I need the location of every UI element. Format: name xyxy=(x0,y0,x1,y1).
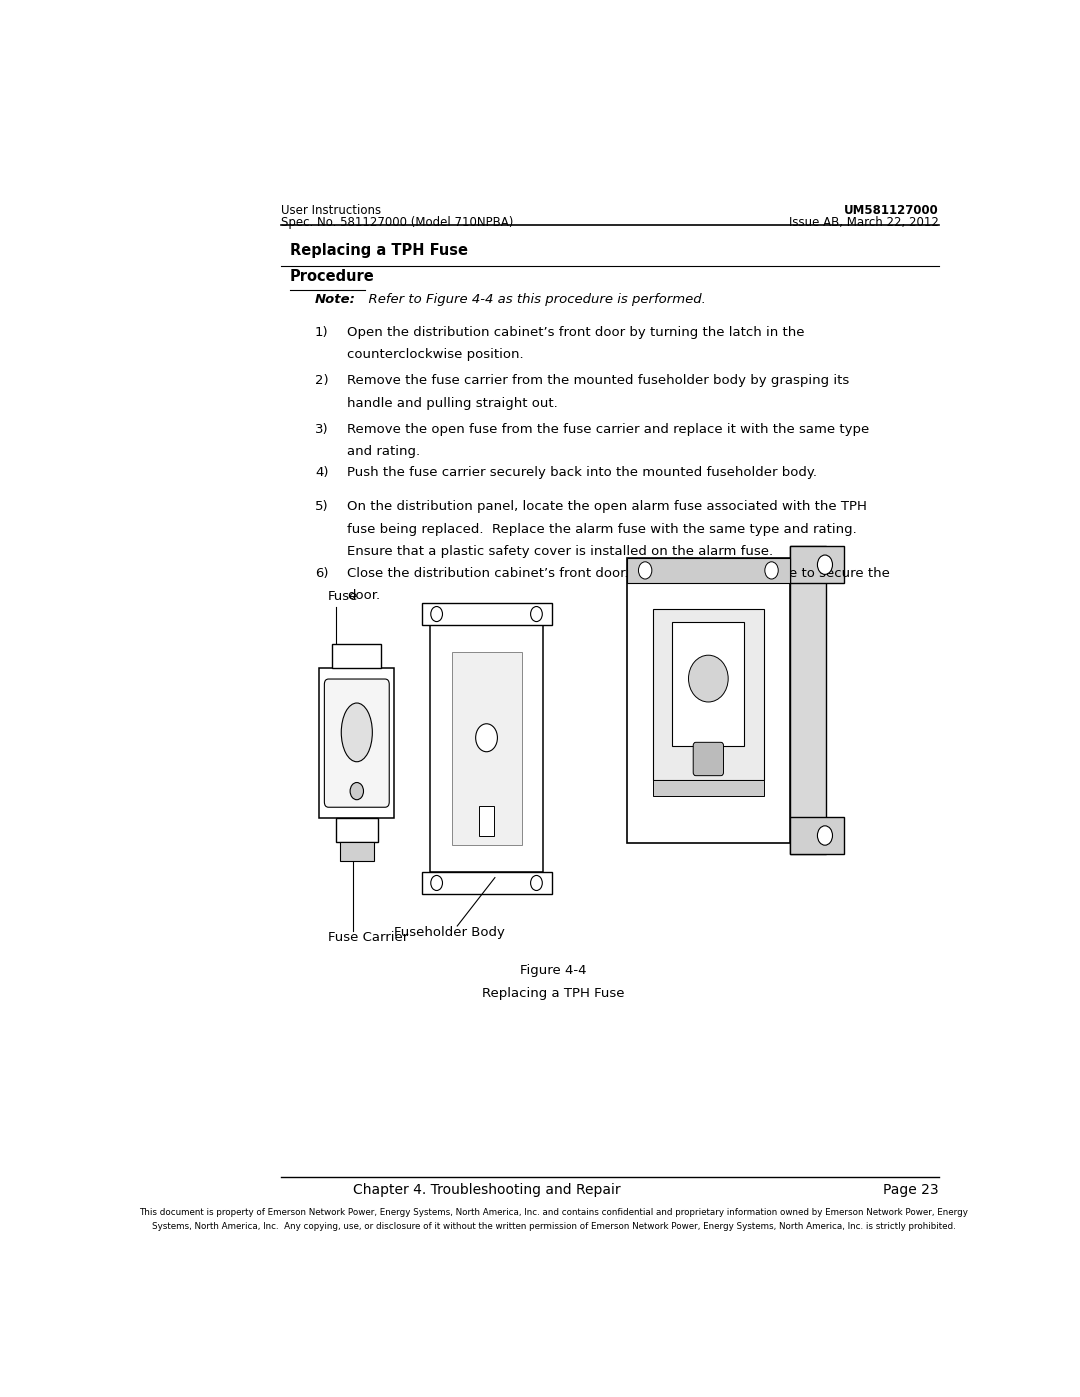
Bar xyxy=(672,623,744,746)
Text: Replacing a TPH Fuse: Replacing a TPH Fuse xyxy=(483,988,624,1000)
Text: Remove the open fuse from the fuse carrier and replace it with the same type: Remove the open fuse from the fuse carri… xyxy=(347,422,869,436)
Bar xyxy=(336,819,378,842)
FancyBboxPatch shape xyxy=(324,679,389,807)
Bar xyxy=(652,609,764,781)
Text: Close the distribution cabinet’s front door.  Turn the latch clockwise to secure: Close the distribution cabinet’s front d… xyxy=(347,567,890,580)
Text: This document is property of Emerson Network Power, Energy Systems, North Americ: This document is property of Emerson Net… xyxy=(139,1208,968,1217)
Text: Issue AB, March 22, 2012: Issue AB, March 22, 2012 xyxy=(788,217,939,229)
Text: Note:: Note: xyxy=(315,293,355,306)
Text: 6): 6) xyxy=(315,567,328,580)
Text: and rating.: and rating. xyxy=(347,446,420,458)
Text: Page 23: Page 23 xyxy=(882,1183,939,1197)
Bar xyxy=(421,872,552,894)
Circle shape xyxy=(475,724,498,752)
Ellipse shape xyxy=(689,655,728,701)
Bar xyxy=(320,668,394,819)
Text: 2): 2) xyxy=(315,374,328,387)
Text: Figure 4-4: Figure 4-4 xyxy=(521,964,586,977)
Circle shape xyxy=(765,562,779,578)
Bar xyxy=(789,817,843,854)
Circle shape xyxy=(350,782,364,799)
Circle shape xyxy=(530,606,542,622)
Bar xyxy=(789,546,826,854)
Text: Ensure that a plastic safety cover is installed on the alarm fuse.: Ensure that a plastic safety cover is in… xyxy=(347,545,773,559)
Circle shape xyxy=(818,555,833,574)
Text: Fuseholder Body: Fuseholder Body xyxy=(394,926,505,939)
Bar xyxy=(430,624,543,872)
Text: On the distribution panel, locate the open alarm fuse associated with the TPH: On the distribution panel, locate the op… xyxy=(347,500,866,513)
Bar xyxy=(333,644,381,668)
Bar xyxy=(480,806,494,837)
FancyBboxPatch shape xyxy=(693,742,724,775)
Text: Fuse Carrier: Fuse Carrier xyxy=(327,932,408,944)
Text: counterclockwise position.: counterclockwise position. xyxy=(347,348,524,362)
Text: Procedure: Procedure xyxy=(289,268,375,284)
Text: handle and pulling straight out.: handle and pulling straight out. xyxy=(347,397,557,409)
Text: 3): 3) xyxy=(315,422,328,436)
Bar xyxy=(340,842,374,862)
Circle shape xyxy=(638,562,652,578)
Circle shape xyxy=(431,876,443,890)
Text: 4): 4) xyxy=(315,465,328,479)
Text: Push the fuse carrier securely back into the mounted fuseholder body.: Push the fuse carrier securely back into… xyxy=(347,465,816,479)
Text: Spec. No. 581127000 (Model 710NPBA): Spec. No. 581127000 (Model 710NPBA) xyxy=(282,217,514,229)
Circle shape xyxy=(818,826,833,845)
Text: User Instructions: User Instructions xyxy=(282,204,381,217)
Text: Fuse: Fuse xyxy=(327,591,357,604)
Text: fuse being replaced.  Replace the alarm fuse with the same type and rating.: fuse being replaced. Replace the alarm f… xyxy=(347,522,856,535)
Bar xyxy=(652,781,764,796)
Text: UM581127000: UM581127000 xyxy=(843,204,939,217)
Text: 1): 1) xyxy=(315,326,328,338)
Bar xyxy=(626,557,789,842)
Text: Refer to Figure 4-4 as this procedure is performed.: Refer to Figure 4-4 as this procedure is… xyxy=(360,293,706,306)
Bar xyxy=(451,652,522,845)
Text: Chapter 4. Troubleshooting and Repair: Chapter 4. Troubleshooting and Repair xyxy=(353,1183,620,1197)
Circle shape xyxy=(530,876,542,890)
Text: Remove the fuse carrier from the mounted fuseholder body by grasping its: Remove the fuse carrier from the mounted… xyxy=(347,374,849,387)
Circle shape xyxy=(431,606,443,622)
Bar xyxy=(789,546,843,583)
Text: Replacing a TPH Fuse: Replacing a TPH Fuse xyxy=(289,243,468,258)
Text: Open the distribution cabinet’s front door by turning the latch in the: Open the distribution cabinet’s front do… xyxy=(347,326,805,338)
Text: Systems, North America, Inc.  Any copying, use, or disclosure of it without the : Systems, North America, Inc. Any copying… xyxy=(151,1222,956,1231)
Text: 5): 5) xyxy=(315,500,328,513)
Text: door.: door. xyxy=(347,590,380,602)
Bar xyxy=(421,604,552,624)
Bar xyxy=(626,557,789,583)
Ellipse shape xyxy=(341,703,373,761)
